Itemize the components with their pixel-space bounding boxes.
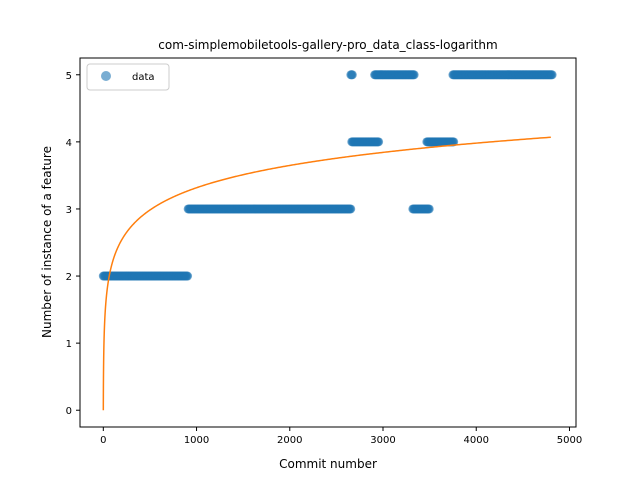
fit-line [102,136,551,411]
legend-box [86,63,170,91]
y-tick-label: 3 [66,205,72,216]
data-point [374,137,384,147]
data-point [449,137,459,147]
y-tick-label: 4 [66,138,72,149]
y-axis-label: Number of instance of a feature [40,146,54,338]
x-axis-label: Commit number [279,457,377,471]
data-point [347,70,357,80]
data-point [547,70,557,80]
y-tick-label: 5 [66,71,72,82]
x-tick-label: 5000 [557,435,582,446]
fit-line-layer [102,136,551,411]
x-axis-ticks: 0 1000 2000 3000 4000 5000 [100,427,582,446]
y-tick-label: 0 [66,406,72,417]
x-tick-label: 0 [100,435,106,446]
plot-frame [79,57,577,428]
y-tick-label: 2 [66,272,72,283]
x-tick-label: 1000 [184,435,209,446]
legend-label-data: data [132,72,155,83]
data-point [183,271,193,281]
legend-marker-data [101,71,111,81]
data-point [346,204,356,214]
chart-title: com-simplemobiletools-gallery-pro_data_c… [158,38,497,52]
data-point [409,70,419,80]
x-tick-label: 3000 [370,435,395,446]
legend: data [86,63,170,91]
marks-layer [98,70,557,281]
y-axis-ticks: 0 1 2 3 4 5 [66,71,80,417]
data-point [424,204,434,214]
x-tick-label: 2000 [277,435,302,446]
plot-area [79,57,577,428]
y-tick-label: 1 [66,339,72,350]
x-tick-label: 4000 [464,435,489,446]
